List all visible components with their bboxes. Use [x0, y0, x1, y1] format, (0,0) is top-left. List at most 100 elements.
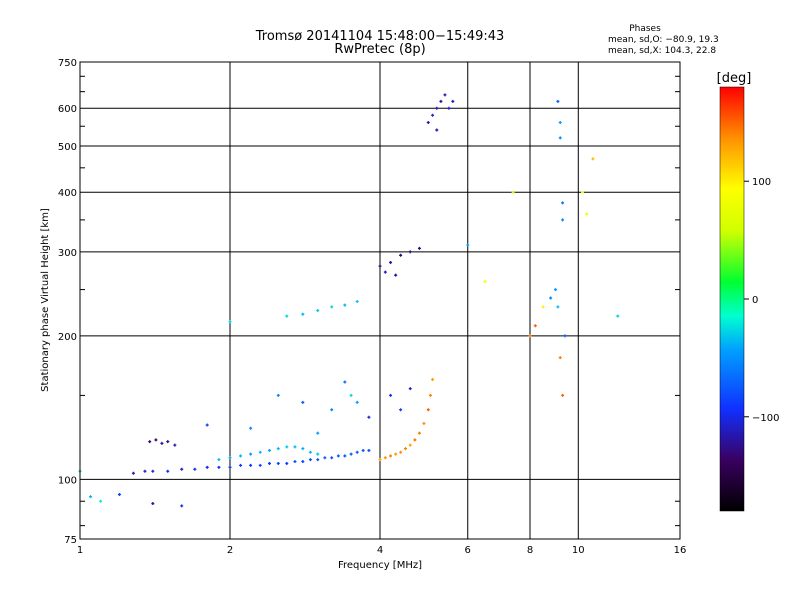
data-point — [556, 305, 560, 309]
colorbar-tick-label: −100 — [752, 413, 779, 424]
data-point — [561, 393, 565, 397]
data-point — [558, 356, 562, 360]
data-point — [99, 499, 103, 503]
data-point — [217, 465, 221, 469]
data-point — [426, 121, 430, 125]
y-tick-label: 75 — [64, 535, 77, 546]
colorbar-tick-label: 0 — [752, 295, 758, 306]
data-point — [343, 303, 347, 307]
data-point — [143, 469, 147, 473]
y-axis-label: Stationary phase Virtual Height [km] — [40, 208, 51, 392]
data-point — [399, 450, 403, 454]
data-point — [428, 393, 432, 397]
data-point — [166, 440, 170, 444]
data-point — [408, 387, 412, 391]
x-tick-label: 16 — [674, 545, 687, 556]
data-point — [173, 443, 177, 447]
data-point — [422, 421, 426, 425]
y-tick-label: 200 — [58, 332, 77, 343]
data-point — [389, 393, 393, 397]
grid-lines — [80, 62, 680, 539]
data-point — [558, 136, 562, 140]
data-point — [349, 393, 353, 397]
data-point — [389, 260, 393, 264]
data-point — [301, 400, 305, 404]
data-point — [89, 495, 93, 499]
data-point — [343, 454, 347, 458]
phase-stats-title: Phases — [629, 24, 661, 34]
data-point — [239, 454, 243, 458]
data-point — [151, 502, 155, 506]
data-point — [336, 454, 340, 458]
x-tick-label: 6 — [465, 545, 471, 556]
data-point — [399, 253, 403, 257]
plot-frame — [79, 61, 681, 540]
data-point — [193, 467, 197, 471]
y-tick-label: 750 — [58, 58, 77, 69]
data-point — [316, 452, 320, 456]
x-tick-label: 1 — [77, 545, 83, 556]
chart-subtitle: RwPretec (8p) — [334, 42, 425, 57]
data-point — [293, 445, 297, 449]
data-point — [285, 314, 289, 318]
data-point — [276, 447, 280, 451]
data-point — [180, 467, 184, 471]
data-point — [383, 270, 387, 274]
data-point — [556, 99, 560, 103]
data-point — [117, 492, 121, 496]
data-point — [435, 106, 439, 110]
data-point — [267, 448, 271, 452]
data-point — [541, 305, 545, 309]
y-tick-label: 400 — [58, 188, 77, 199]
data-point — [558, 121, 562, 125]
data-point — [308, 450, 312, 454]
y-tick-label: 600 — [58, 104, 77, 115]
data-point — [466, 243, 470, 247]
data-point — [301, 460, 305, 464]
data-point — [528, 334, 532, 338]
x-tick-label: 8 — [527, 545, 533, 556]
data-point — [394, 452, 398, 456]
data-point — [249, 426, 253, 430]
colorbar — [719, 86, 745, 512]
data-point — [205, 465, 209, 469]
data-point — [447, 106, 451, 110]
data-points — [78, 93, 620, 508]
data-point — [533, 324, 537, 328]
data-point — [205, 423, 209, 427]
data-point — [316, 308, 320, 312]
data-point — [180, 504, 184, 508]
x-tick-label: 2 — [227, 545, 233, 556]
data-point — [330, 456, 334, 460]
data-point — [383, 456, 387, 460]
data-point — [228, 320, 232, 324]
data-point — [355, 300, 359, 304]
data-point — [154, 438, 158, 442]
data-point — [267, 461, 271, 465]
data-point — [258, 450, 262, 454]
data-point — [285, 445, 289, 449]
data-point — [355, 400, 359, 404]
data-point — [166, 469, 170, 473]
y-tick-label: 500 — [58, 142, 77, 153]
data-point — [403, 447, 407, 451]
data-point — [301, 447, 305, 451]
data-point — [323, 456, 327, 460]
colorbar-label: [deg] — [717, 71, 752, 86]
data-point — [399, 408, 403, 412]
data-point — [426, 408, 430, 412]
data-point — [160, 441, 164, 445]
data-point — [389, 454, 393, 458]
data-point — [431, 377, 435, 381]
data-point — [553, 288, 557, 292]
data-point — [561, 201, 565, 205]
data-point — [316, 431, 320, 435]
data-point — [355, 450, 359, 454]
data-point — [228, 465, 232, 469]
data-point — [249, 463, 253, 467]
data-point — [276, 393, 280, 397]
data-point — [301, 312, 305, 316]
data-point — [431, 113, 435, 117]
phase-stats-o: mean, sd,O: −80.9, 19.3 — [608, 35, 719, 45]
data-point — [249, 452, 253, 456]
